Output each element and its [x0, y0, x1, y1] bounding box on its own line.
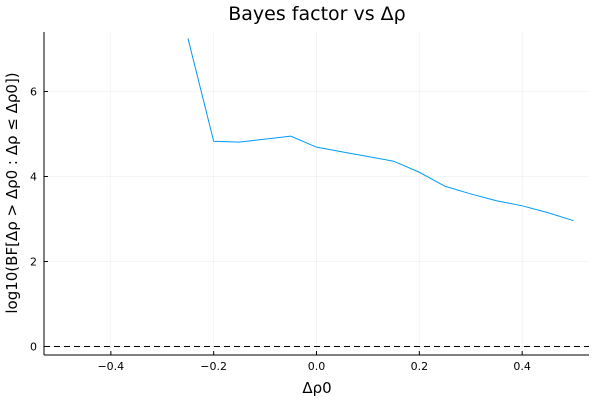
axis-layer [43, 32, 589, 356]
data-point [469, 192, 472, 195]
x-tick-label: 0.0 [308, 360, 326, 373]
data-point [366, 155, 369, 158]
data-point [495, 199, 498, 202]
tick-label-layer: −0.4 −0.2 0.0 0.2 0.4 0 2 4 6 [30, 86, 531, 374]
data-point [572, 219, 575, 222]
data-point [289, 135, 292, 138]
data-point [238, 141, 241, 144]
data-point [546, 211, 549, 214]
series-layer [186, 37, 575, 222]
y-tick-label: 4 [30, 171, 37, 184]
data-point [186, 37, 189, 40]
y-axis-label: log10(BF[Δρ > Δρ0 : Δρ ≤ Δρ0]) [3, 72, 21, 313]
data-point [444, 185, 447, 188]
data-point [264, 138, 267, 141]
series-line [187, 38, 574, 222]
data-point [392, 160, 395, 163]
y-tick-label: 2 [30, 256, 37, 269]
data-point [212, 140, 215, 143]
data-point [521, 204, 524, 207]
data-point [418, 171, 421, 174]
data-point [341, 150, 344, 153]
x-tick-label: −0.2 [200, 360, 227, 373]
data-point [315, 146, 318, 149]
y-tick-label: 0 [30, 341, 37, 354]
x-axis-label: Δρ0 [302, 379, 331, 397]
chart-title: Bayes factor vs Δρ [228, 3, 406, 25]
y-tick-label: 6 [30, 86, 37, 99]
x-tick-label: 0.2 [411, 360, 429, 373]
x-tick-label: 0.4 [513, 360, 531, 373]
x-tick-label: −0.4 [97, 360, 124, 373]
